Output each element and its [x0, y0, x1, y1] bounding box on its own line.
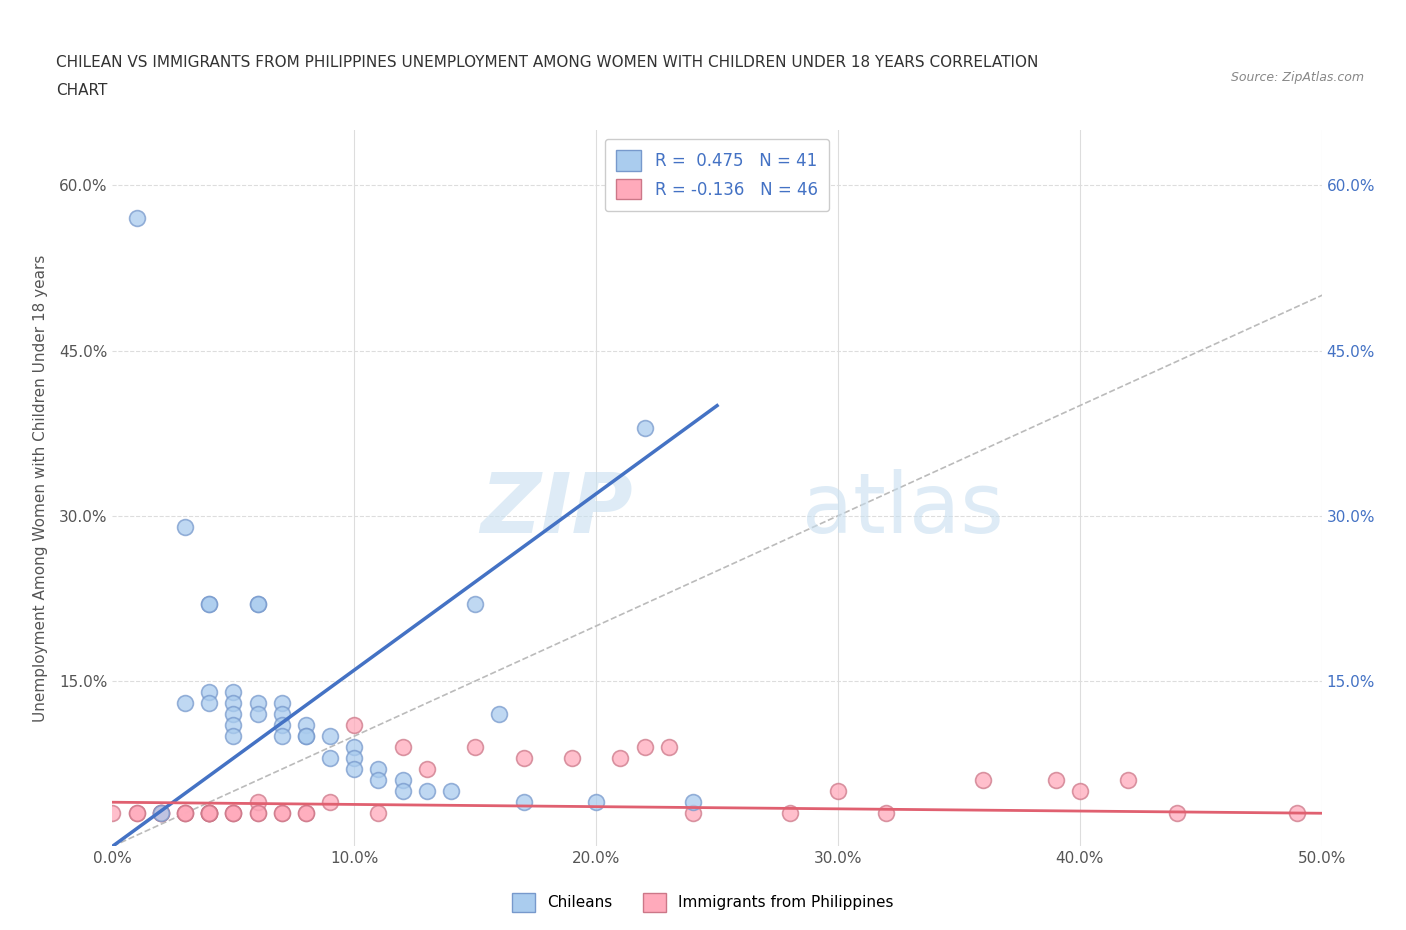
Point: [222, 707, 245, 722]
Text: CHILEAN VS IMMIGRANTS FROM PHILIPPINES UNEMPLOYMENT AMONG WOMEN WITH CHILDREN UN: CHILEAN VS IMMIGRANTS FROM PHILIPPINES U…: [56, 55, 1039, 70]
Point: [512, 751, 534, 765]
Text: atlas: atlas: [801, 470, 1004, 551]
Point: [125, 805, 148, 820]
Point: [174, 519, 197, 534]
Point: [440, 784, 463, 799]
Point: [464, 739, 486, 754]
Point: [174, 696, 197, 711]
Point: [972, 773, 994, 788]
Point: [343, 739, 366, 754]
Text: Source: ZipAtlas.com: Source: ZipAtlas.com: [1230, 71, 1364, 84]
Point: [101, 805, 124, 820]
Point: [198, 805, 221, 820]
Point: [391, 773, 413, 788]
Point: [295, 729, 318, 744]
Point: [246, 696, 269, 711]
Point: [343, 751, 366, 765]
Point: [561, 751, 583, 765]
Point: [633, 420, 655, 435]
Point: [198, 805, 221, 820]
Point: [295, 805, 318, 820]
Point: [464, 596, 486, 611]
Point: [174, 805, 197, 820]
Point: [1116, 773, 1139, 788]
Point: [174, 805, 197, 820]
Point: [1045, 773, 1067, 788]
Point: [779, 805, 801, 820]
Point: [222, 696, 245, 711]
Point: [149, 805, 172, 820]
Point: [222, 729, 245, 744]
Point: [125, 805, 148, 820]
Point: [198, 805, 221, 820]
Point: [295, 805, 318, 820]
Point: [198, 696, 221, 711]
Text: CHART: CHART: [56, 83, 108, 98]
Point: [682, 795, 704, 810]
Point: [222, 684, 245, 699]
Point: [367, 805, 389, 820]
Point: [658, 739, 681, 754]
Point: [222, 805, 245, 820]
Point: [367, 773, 389, 788]
Point: [198, 805, 221, 820]
Point: [1166, 805, 1188, 820]
Point: [246, 795, 269, 810]
Point: [149, 805, 172, 820]
Point: [246, 805, 269, 820]
Point: [416, 784, 439, 799]
Y-axis label: Unemployment Among Women with Children Under 18 years: Unemployment Among Women with Children U…: [32, 255, 48, 722]
Point: [1286, 805, 1309, 820]
Point: [270, 696, 292, 711]
Point: [222, 805, 245, 820]
Point: [416, 762, 439, 777]
Point: [222, 805, 245, 820]
Point: [246, 707, 269, 722]
Point: [174, 805, 197, 820]
Point: [246, 596, 269, 611]
Point: [198, 596, 221, 611]
Point: [319, 795, 342, 810]
Point: [198, 805, 221, 820]
Point: [246, 596, 269, 611]
Point: [367, 762, 389, 777]
Point: [295, 729, 318, 744]
Point: [633, 739, 655, 754]
Legend: R =  0.475   N = 41, R = -0.136   N = 46: R = 0.475 N = 41, R = -0.136 N = 46: [605, 139, 830, 211]
Point: [1069, 784, 1091, 799]
Point: [198, 684, 221, 699]
Point: [295, 718, 318, 733]
Point: [149, 805, 172, 820]
Point: [270, 805, 292, 820]
Legend: Chileans, Immigrants from Philippines: Chileans, Immigrants from Philippines: [506, 887, 900, 918]
Point: [198, 805, 221, 820]
Point: [125, 211, 148, 226]
Point: [222, 718, 245, 733]
Point: [343, 762, 366, 777]
Point: [391, 784, 413, 799]
Point: [270, 718, 292, 733]
Point: [682, 805, 704, 820]
Point: [488, 707, 510, 722]
Point: [391, 739, 413, 754]
Text: ZIP: ZIP: [479, 470, 633, 551]
Point: [270, 707, 292, 722]
Point: [270, 729, 292, 744]
Point: [270, 805, 292, 820]
Point: [319, 729, 342, 744]
Point: [585, 795, 607, 810]
Point: [609, 751, 631, 765]
Point: [875, 805, 897, 820]
Point: [246, 805, 269, 820]
Point: [319, 751, 342, 765]
Point: [343, 718, 366, 733]
Point: [198, 596, 221, 611]
Point: [149, 805, 172, 820]
Point: [512, 795, 534, 810]
Point: [827, 784, 849, 799]
